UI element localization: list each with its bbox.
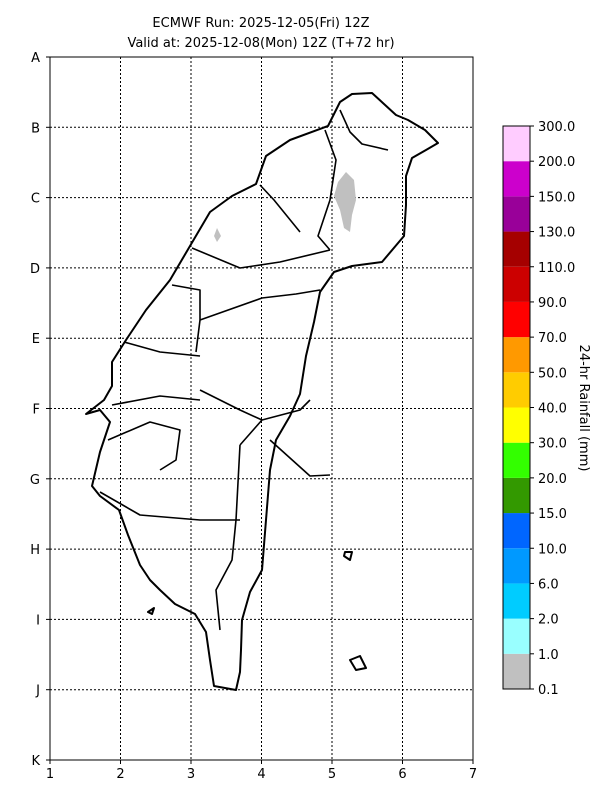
y-label: F [33,403,40,418]
colorbar-tick-label: 1.0 [538,648,559,663]
y-label: H [30,543,40,558]
colorbar-bin [503,372,530,408]
colorbar-tick-label: 15.0 [538,507,567,522]
colorbar-tick-label: 40.0 [538,402,567,417]
plot-frame [49,56,474,761]
colorbar-tick-label: 150.0 [538,190,575,205]
colorbar-tick-label: 2.0 [538,613,559,628]
colorbar-bin [503,618,530,654]
rain-area [334,172,356,232]
y-label: C [31,192,40,207]
colorbar-bin [503,477,530,514]
colorbar-bin [503,653,530,689]
colorbar-tick-label: 70.0 [538,331,567,346]
colorbar-tick-label: 6.0 [538,577,559,592]
county-border [99,109,389,631]
x-label: 6 [398,767,406,782]
colorbar-bin [503,337,530,373]
colorbar-tick-label: 110.0 [538,261,575,276]
y-label: D [30,262,40,277]
colorbar-bin [503,161,530,197]
x-label: 7 [469,767,477,782]
colorbar-bin [503,583,530,619]
x-label: 2 [116,767,124,782]
y-label: E [32,332,40,347]
colorbar-bin [503,301,530,338]
x-label: 1 [46,767,54,782]
y-label: I [36,613,40,628]
colorbar-bin [503,407,530,443]
colorbar-bin [503,548,530,584]
colorbar-tick-label: 90.0 [538,296,567,311]
colorbar-tick-label: 30.0 [538,437,567,452]
colorbar-tick-label: 130.0 [538,226,575,241]
x-label: 3 [187,767,195,782]
colorbar-bin [503,231,530,267]
title-line: Valid at: 2025-12-08(Mon) 12Z (T+72 hr) [127,36,394,51]
colorbar-bin [503,442,530,478]
colorbar-tick-label: 50.0 [538,366,567,381]
island [147,551,367,671]
rain-area [214,228,221,242]
y-label: G [30,473,40,488]
colorbar-bin [503,266,530,302]
x-label: 5 [328,767,336,782]
colorbar-bin [503,126,530,162]
y-label: B [31,121,40,136]
colorbar-tick-label: 300.0 [538,120,575,135]
y-label: K [31,754,40,769]
y-label: A [31,51,40,66]
colorbar: 0.1 1.0 2.0 6.0 10.0 15.0 20.0 30.0 40.0 50.0 70.0… [502,120,575,698]
colorbar-tick-label: 0.1 [538,683,559,698]
colorbar-tick-label: 10.0 [538,542,567,557]
coastline [85,92,439,691]
title-line: ECMWF Run: 2025-12-05(Fri) 12Z [152,16,369,31]
y-label: J [35,684,40,699]
colorbar-bin [503,513,530,549]
x-label: 4 [257,767,265,782]
colorbar-bin [503,196,530,232]
colorbar-tick-label: 200.0 [538,155,575,170]
colorbar-label: 24-hr Rainfall (mm) [576,345,591,472]
colorbar-tick-label: 20.0 [538,472,567,487]
